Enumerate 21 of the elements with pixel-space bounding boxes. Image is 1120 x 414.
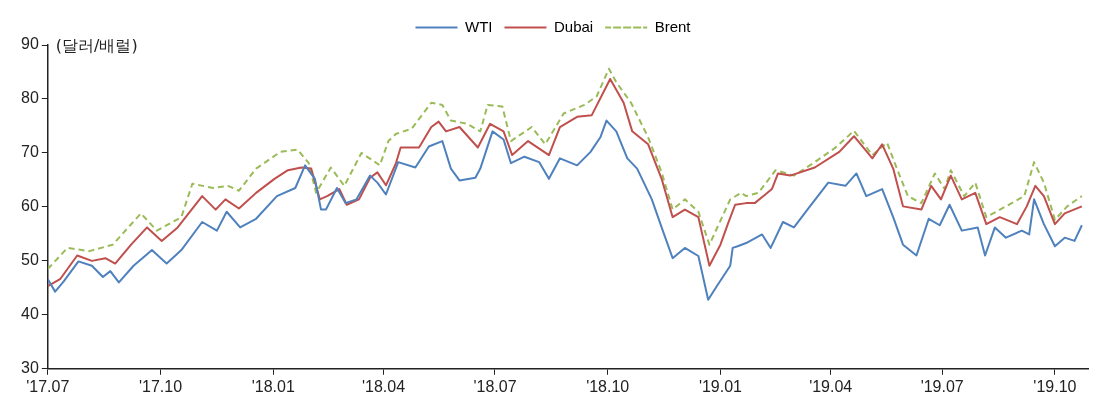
y-tick-label: 40 bbox=[21, 305, 39, 323]
x-tick-label: '17.10 bbox=[138, 377, 183, 395]
x-tick-label: '19.10 bbox=[1033, 377, 1077, 395]
y-tick-label: 90 bbox=[21, 35, 39, 53]
y-tick-label: 70 bbox=[21, 143, 39, 161]
x-tick-label: '18.04 bbox=[361, 377, 406, 395]
legend-label: Dubai bbox=[553, 17, 594, 35]
y-axis-title: (달러/배럴) bbox=[55, 36, 138, 56]
x-tick-label: '18.07 bbox=[473, 377, 517, 395]
legend-label: WTI bbox=[464, 17, 493, 35]
x-tick-label: '19.07 bbox=[920, 377, 964, 395]
y-tick-label: 60 bbox=[21, 197, 39, 215]
x-tick-label: '19.04 bbox=[809, 377, 853, 395]
legend-label: Brent bbox=[654, 17, 692, 35]
x-tick-label: '18.10 bbox=[586, 377, 630, 395]
x-tick-label: '19.01 bbox=[698, 377, 743, 395]
y-tick-label: 80 bbox=[21, 89, 39, 107]
y-tick-label: 50 bbox=[21, 251, 39, 269]
x-tick-label: '17.07 bbox=[26, 377, 70, 395]
x-tick-label: '18.01 bbox=[251, 377, 295, 395]
y-tick-label: 30 bbox=[21, 359, 39, 377]
